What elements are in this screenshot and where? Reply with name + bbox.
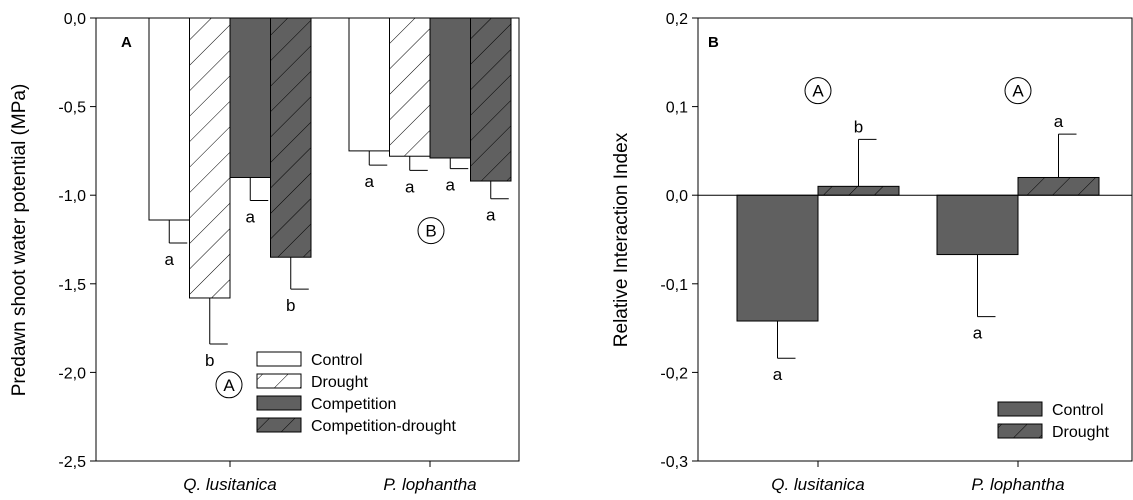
panel-a-significance-letter: b: [205, 351, 214, 370]
panel-b-annotation-letter: A: [812, 82, 824, 101]
panel-a-frame: [95, 17, 520, 462]
panel-a: 0,0 -0,5 -1,0 -1,5 -2,0 -2,5 Q. lusitanica P. l…: [9, 11, 520, 494]
panel-b-ytick-label: -0,2: [660, 365, 688, 382]
panel-a-bar-control: [148, 17, 190, 221]
panel-b-significance-letter: b: [854, 117, 863, 136]
panel-b-xtick-label: Q. lusitanica: [771, 475, 865, 494]
panel-a-ytick-label: -1,5: [58, 277, 86, 294]
panel-a-ytick-label: -0,5: [58, 100, 86, 117]
panel-a-legend-swatch-drought: [256, 373, 302, 389]
panel-b-label: B: [708, 34, 719, 51]
panel-a-bar-drought: [389, 17, 431, 157]
panel-a-legend-swatch-control: [256, 351, 302, 367]
panel-a-xtick-label: Q. lusitanica: [183, 475, 277, 494]
panel-a-bar-competition-drought: [270, 17, 312, 258]
panel-a-legend-label-drought: Drought: [311, 374, 368, 391]
panel-b-significance-letter: a: [973, 324, 983, 343]
panel-a-significance-letter: a: [365, 172, 375, 191]
panel-b-legend-label-control: Control: [1052, 402, 1104, 419]
panel-a-bar-competition: [229, 17, 271, 178]
panel-b-ytick-label: 0,1: [666, 100, 688, 117]
panel-b-xtick-label: P. lophantha: [971, 475, 1064, 494]
panel-a-ytick-label: -1,0: [58, 188, 86, 205]
panel-a-annotation-circle: [417, 217, 445, 245]
panel-a-significance-letter: a: [446, 176, 456, 195]
panel-b-ytick-label: 0,2: [666, 11, 688, 28]
panel-a-ytick-label: -2,5: [58, 454, 86, 471]
panel-a-significance-letter: a: [165, 250, 175, 269]
panel-a-significance-letter: a: [486, 206, 496, 225]
panel-b-legend-swatch-drought: [997, 423, 1043, 439]
panel-b-annotation-circle: [804, 77, 832, 105]
panel-a-legend-label-competition-drought: Competition-drought: [311, 418, 457, 435]
panel-a-significance-letter: a: [246, 208, 256, 227]
panel-b-ylabel: Relative Interaction Index: [611, 132, 632, 347]
panel-b: 0,2 0,1 0,0 -0,1 -0,2 -0,3 Q. lusitanica P. lop…: [611, 11, 1133, 494]
panel-a-annotation-circle: [215, 371, 243, 399]
panel-a-legend-label-control: Control: [311, 352, 363, 369]
panel-b-ytick-label: 0,0: [666, 188, 688, 205]
panel-a-legend-swatch-competition-drought: [256, 417, 302, 433]
panel-b-bar-drought: [817, 185, 900, 196]
panel-b-annotation-circle: [1004, 77, 1032, 105]
panel-a-bar-competition: [429, 17, 471, 159]
panel-b-ytick-label: -0,3: [660, 454, 688, 471]
panel-a-bar-drought: [189, 17, 231, 299]
panel-a-marks: 0,0 -0,5 -1,0 -1,5 -2,0 -2,5 Q. lusitanica P. l…: [58, 11, 512, 494]
panel-b-frame: [697, 17, 1133, 462]
panel-a-significance-letter: b: [286, 296, 295, 315]
panel-b-ytick-label: -0,1: [660, 277, 688, 294]
panel-b-legend-label-drought: Drought: [1052, 424, 1109, 441]
panel-a-bar-competition-drought: [470, 17, 512, 182]
panel-b-marks: 0,2 0,1 0,0 -0,1 -0,2 -0,3 Q. lusitanica P. lop…: [660, 11, 1132, 494]
panel-b-bar-control: [936, 194, 1019, 256]
panel-a-significance-letter: a: [405, 177, 415, 196]
panel-a-legend-swatch-competition: [256, 395, 302, 411]
panel-b-legend-swatch-control: [997, 401, 1043, 417]
panel-b-bar-drought: [1017, 176, 1100, 196]
panel-a-label: A: [121, 34, 132, 51]
panel-b-significance-letter: a: [773, 365, 783, 384]
panel-a-ytick-label: 0,0: [64, 11, 86, 28]
panel-a-ylabel: Predawn shoot water potential (MPa): [9, 84, 30, 397]
panel-a-ytick-label: -2,0: [58, 365, 86, 382]
panel-b-annotation-letter: A: [1012, 82, 1024, 101]
panel-a-xtick-label: P. lophantha: [383, 475, 476, 494]
panel-a-legend-label-competition: Competition: [311, 396, 396, 413]
panel-a-bar-control: [348, 17, 390, 152]
panel-b-bar-control: [736, 194, 819, 322]
panel-a-annotation-letter: B: [425, 222, 436, 241]
panel-b-significance-letter: a: [1054, 112, 1064, 131]
panel-a-annotation-letter: A: [223, 376, 235, 395]
